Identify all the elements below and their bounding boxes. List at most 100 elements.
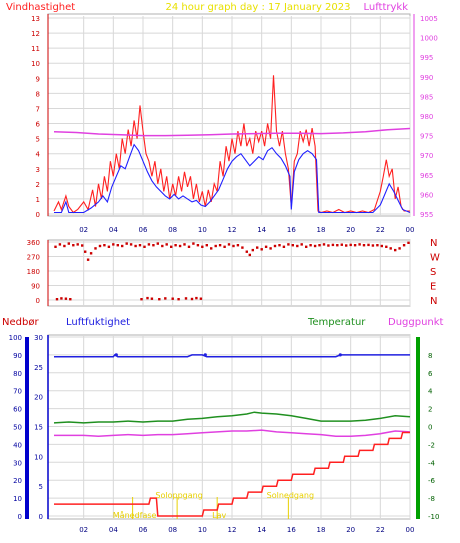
direction-point: [84, 250, 87, 253]
direction-point: [69, 298, 72, 301]
direction-point: [385, 245, 388, 248]
humidity-y-tick: 60: [13, 406, 22, 414]
direction-point: [192, 242, 195, 245]
direction-point: [165, 243, 168, 246]
direction-point: [223, 245, 226, 248]
humidity-y-tick: 90: [13, 352, 22, 360]
temperature-line: [53, 411, 411, 424]
direction-grid: [48, 240, 411, 306]
pressure-y-tick: 975: [420, 133, 433, 141]
rain-line: [54, 431, 410, 517]
x-tick-bottom: 22: [376, 526, 385, 534]
direction-point: [367, 243, 370, 247]
x-tick-top: 00: [406, 226, 415, 234]
rain-y-tick: 10: [34, 453, 43, 461]
direction-point: [196, 244, 200, 247]
wind-y-tick: 9: [36, 75, 40, 83]
wind-y-tick: 4: [36, 151, 41, 159]
wind-y-tick: 0: [36, 211, 40, 219]
direction-point: [362, 244, 366, 247]
direction-point: [264, 245, 268, 248]
humidity-axis-bar: [25, 337, 29, 519]
direction-point: [67, 242, 70, 245]
direction-point: [322, 243, 326, 246]
rain-y-tick: 5: [39, 483, 43, 491]
humidity-y-tick: 20: [13, 477, 22, 485]
direction-point: [205, 244, 208, 247]
rain-y-tick: 15: [34, 424, 43, 432]
direction-point: [60, 297, 63, 300]
pressure-y-tick: 1005: [420, 15, 438, 23]
pressure-y-tick: 955: [420, 211, 433, 219]
compass-label: N: [430, 238, 437, 249]
direction-point: [394, 248, 397, 252]
temperature-y-tick: -10: [428, 513, 439, 521]
direction-point: [147, 243, 151, 246]
temperature-y-tick: -8: [428, 495, 435, 503]
humidity-y-tick: 0: [18, 513, 22, 521]
event-label: Soloppgang: [155, 491, 202, 500]
direction-point: [251, 248, 254, 252]
temperature-y-tick: -4: [428, 459, 436, 467]
direction-point: [150, 297, 154, 300]
direction-point: [236, 244, 240, 247]
direction-point: [291, 244, 294, 247]
direction-point: [121, 244, 124, 248]
x-tick-top: 12: [228, 226, 237, 234]
wind-grid: [48, 16, 411, 216]
direction-point: [86, 258, 90, 261]
pressure-y-tick: 995: [420, 54, 433, 62]
wind-y-tick: 3: [36, 166, 40, 174]
humidity-y-tick: 50: [13, 424, 22, 432]
x-tick-bottom: 20: [346, 526, 355, 534]
x-tick-top: 16: [287, 226, 296, 234]
direction-point: [55, 298, 59, 301]
direction-point: [158, 298, 161, 301]
direction-y-tick: 180: [27, 268, 40, 276]
direction-point: [190, 297, 194, 301]
wind-y-tick: 11: [31, 45, 40, 53]
direction-point: [177, 298, 180, 301]
temperature-y-tick: 8: [428, 352, 432, 360]
pressure-y-tick: 970: [420, 152, 433, 160]
event-label: Månedfase: [113, 510, 157, 520]
direction-point: [214, 244, 217, 248]
temperature-y-tick: -2: [428, 441, 435, 449]
direction-point: [116, 244, 119, 247]
pressure-y-tick: 985: [420, 93, 433, 101]
temperature-label: Temperatur: [307, 317, 366, 328]
humidity-y-tick: 10: [13, 495, 22, 503]
humidity-label: Luftfuktighet: [66, 317, 130, 328]
humidity-y-tick: 30: [13, 459, 22, 467]
x-tick-top: 06: [139, 226, 148, 234]
direction-point: [134, 244, 137, 248]
x-tick-top: 18: [317, 226, 326, 234]
direction-point: [353, 244, 357, 247]
direction-y-tick: 270: [27, 254, 40, 262]
x-tick-bottom: 16: [287, 526, 296, 534]
direction-point: [146, 296, 149, 300]
direction-point: [174, 244, 177, 247]
pressure-y-tick: 990: [420, 74, 433, 82]
wind-y-tick: 12: [31, 30, 40, 38]
direction-point: [245, 250, 248, 253]
wind-y-tick: 13: [31, 15, 40, 23]
direction-point: [103, 244, 106, 247]
x-tick-bottom: 04: [109, 526, 118, 534]
wind-y-tick: 7: [36, 105, 40, 113]
direction-point: [64, 297, 68, 300]
graph-title: 24 hour graph day : 17 January 2023: [166, 2, 351, 13]
temperature-y-tick: 6: [428, 370, 433, 378]
pressure-line: [53, 127, 411, 137]
direction-point: [81, 244, 84, 247]
direction-point: [331, 243, 335, 247]
x-tick-bottom: 12: [228, 526, 237, 534]
direction-point: [269, 247, 272, 250]
direction-point: [170, 245, 173, 248]
direction-point: [241, 246, 244, 249]
direction-point: [256, 246, 259, 249]
direction-point: [94, 247, 97, 250]
direction-point: [227, 243, 231, 246]
dewpoint-line: [54, 429, 411, 438]
